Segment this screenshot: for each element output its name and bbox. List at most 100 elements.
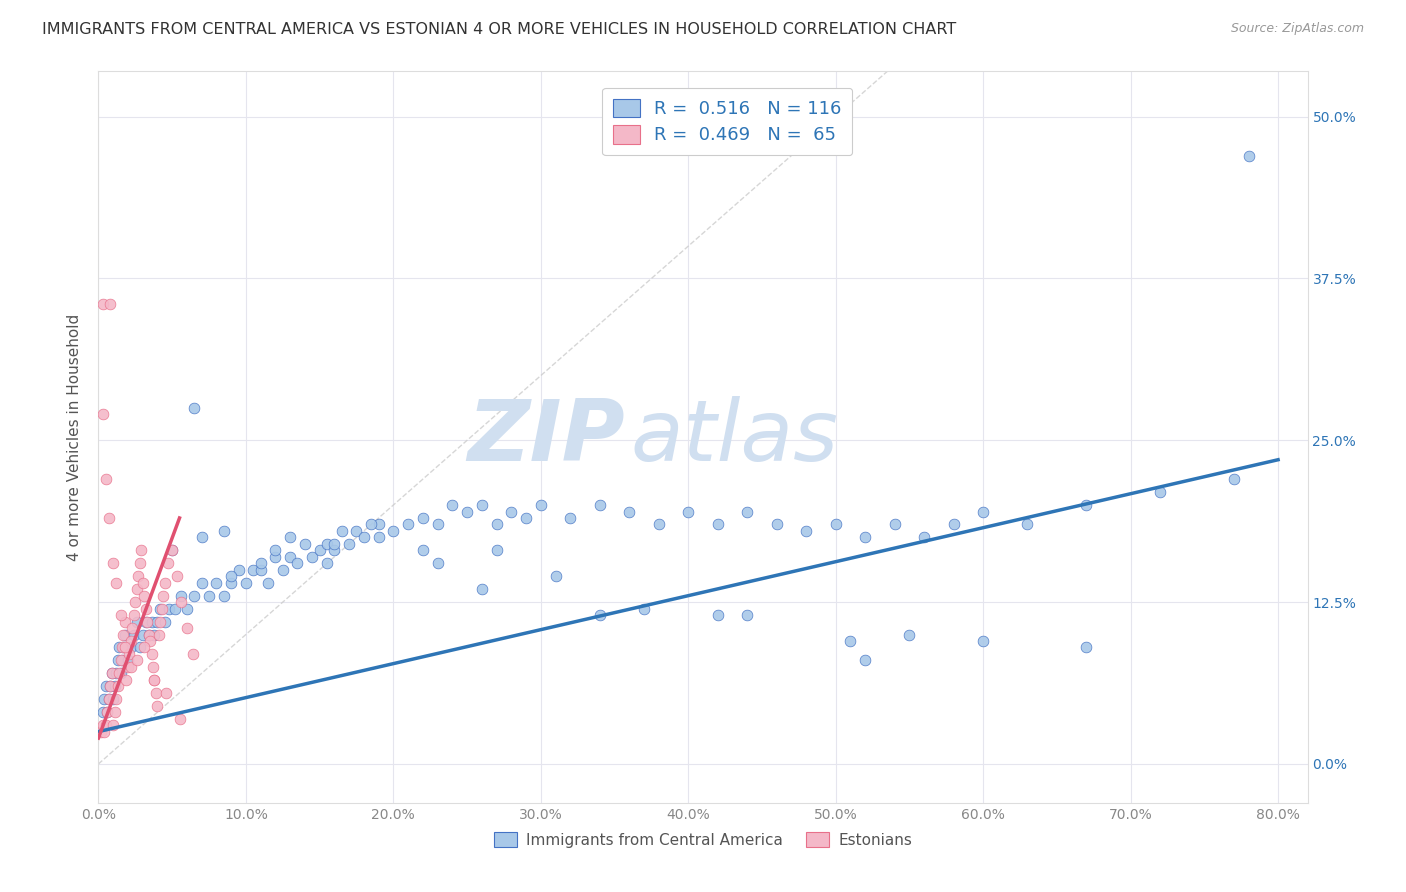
Point [160, 543, 183, 558]
Point [264, 549, 287, 564]
Point [96, 705, 118, 719]
Point [125, 615, 148, 629]
Point [91, 705, 114, 719]
Point [150, 601, 173, 615]
Point [93, 724, 115, 739]
Point [111, 653, 134, 667]
Point [301, 549, 323, 564]
Point [360, 517, 382, 532]
Point [97, 692, 120, 706]
Point [101, 692, 124, 706]
Point [127, 569, 149, 583]
Point [120, 640, 142, 655]
Point [183, 401, 205, 415]
Point [205, 575, 228, 590]
Point [160, 543, 183, 558]
Point [105, 575, 128, 590]
Point [120, 660, 142, 674]
Point [135, 601, 157, 615]
Text: ZIP: ZIP [467, 395, 624, 479]
Point [619, 504, 641, 518]
Point [114, 640, 136, 655]
Text: atlas: atlas [630, 395, 838, 479]
Point [353, 530, 375, 544]
Point [1076, 640, 1098, 655]
Point [367, 517, 389, 532]
Legend: Immigrants from Central America, Estonians: Immigrants from Central America, Estonia… [488, 825, 918, 854]
Point [264, 543, 287, 558]
Point [735, 608, 758, 623]
Point [181, 647, 204, 661]
Y-axis label: 4 or more Vehicles in Household: 4 or more Vehicles in Household [67, 313, 83, 561]
Point [853, 530, 876, 544]
Point [135, 615, 157, 629]
Point [129, 543, 152, 558]
Point [183, 589, 205, 603]
Point [396, 517, 419, 532]
Point [121, 621, 143, 635]
Point [153, 575, 176, 590]
Point [170, 589, 193, 603]
Point [108, 640, 131, 655]
Point [153, 615, 176, 629]
Point [157, 601, 180, 615]
Point [93, 692, 115, 706]
Point [142, 660, 165, 674]
Point [316, 557, 339, 571]
Point [294, 537, 316, 551]
Point [104, 705, 127, 719]
Point [91, 297, 114, 311]
Point [678, 504, 700, 518]
Point [143, 673, 166, 687]
Point [131, 575, 153, 590]
Point [112, 640, 135, 655]
Point [824, 517, 846, 532]
Point [165, 601, 187, 615]
Point [706, 517, 728, 532]
Point [91, 718, 114, 732]
Point [128, 640, 150, 655]
Point [219, 569, 242, 583]
Point [117, 660, 139, 674]
Point [104, 679, 127, 693]
Point [98, 679, 121, 693]
Point [912, 530, 935, 544]
Point [124, 595, 146, 609]
Point [112, 627, 135, 641]
Point [128, 557, 150, 571]
Point [219, 575, 242, 590]
Point [441, 498, 464, 512]
Point [560, 511, 582, 525]
Point [367, 530, 389, 544]
Point [97, 511, 120, 525]
Point [143, 673, 166, 687]
Point [146, 615, 169, 629]
Point [143, 627, 166, 641]
Point [141, 615, 163, 629]
Point [249, 563, 271, 577]
Point [94, 718, 117, 732]
Point [382, 524, 405, 538]
Point [633, 601, 655, 615]
Point [107, 679, 129, 693]
Point [271, 563, 294, 577]
Point [242, 563, 264, 577]
Point [90, 724, 112, 739]
Point [110, 666, 132, 681]
Point [278, 549, 301, 564]
Point [212, 589, 235, 603]
Point [190, 575, 212, 590]
Point [111, 640, 134, 655]
Point [110, 653, 132, 667]
Point [134, 640, 156, 655]
Point [94, 679, 117, 693]
Text: IMMIGRANTS FROM CENTRAL AMERICA VS ESTONIAN 4 OR MORE VEHICLES IN HOUSEHOLD CORR: IMMIGRANTS FROM CENTRAL AMERICA VS ESTON… [42, 22, 956, 37]
Point [107, 653, 129, 667]
Point [330, 524, 353, 538]
Point [141, 647, 163, 661]
Point [146, 698, 169, 713]
Point [108, 666, 131, 681]
Point [426, 557, 449, 571]
Point [942, 517, 965, 532]
Point [426, 517, 449, 532]
